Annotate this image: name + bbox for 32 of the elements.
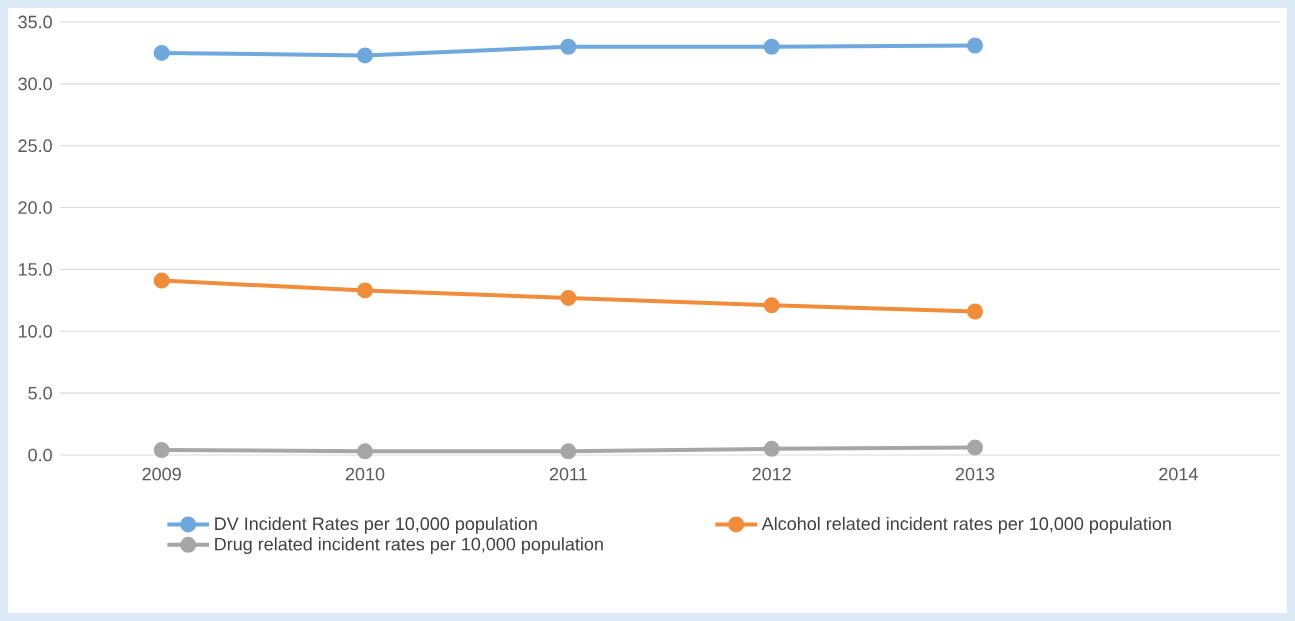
point: [967, 303, 984, 320]
point: [763, 440, 780, 457]
legend-label: Alcohol related incident rates per 10,000 population: [761, 516, 1171, 534]
point: [763, 297, 780, 314]
point: [153, 442, 170, 459]
x-tick-label: 2014: [1159, 467, 1198, 481]
point: [763, 38, 780, 55]
x-tick-label: 2009: [142, 467, 181, 481]
y-tick-label: 15.0: [18, 263, 52, 276]
y-tick-label: 0.0: [28, 448, 52, 462]
point: [967, 37, 984, 54]
y-tick-label: 5.0: [28, 386, 52, 400]
point: [560, 289, 577, 306]
point: [357, 443, 373, 460]
point: [560, 38, 577, 55]
x-tick-label: 2013: [955, 467, 995, 481]
point: [967, 439, 984, 456]
x-tick-label: 2012: [752, 467, 791, 481]
y-tick-label: 20.0: [18, 201, 52, 214]
y-tick-label: 25.0: [18, 139, 52, 153]
legend-label: Drug related incident rates per 10,000 population: [215, 537, 603, 555]
point: [357, 47, 373, 64]
y-tick-label: 30.0: [18, 77, 52, 91]
point: [153, 44, 170, 61]
x-tick-label: 2011: [549, 467, 587, 481]
point: [560, 443, 577, 460]
legend-label: DV Incident Rates per 10,000 population: [215, 516, 537, 534]
point: [153, 272, 170, 289]
y-tick-label: 10.0: [18, 324, 52, 338]
y-tick-label: 35.0: [18, 15, 52, 29]
point: [357, 282, 373, 299]
x-tick-label: 2010: [345, 467, 385, 481]
